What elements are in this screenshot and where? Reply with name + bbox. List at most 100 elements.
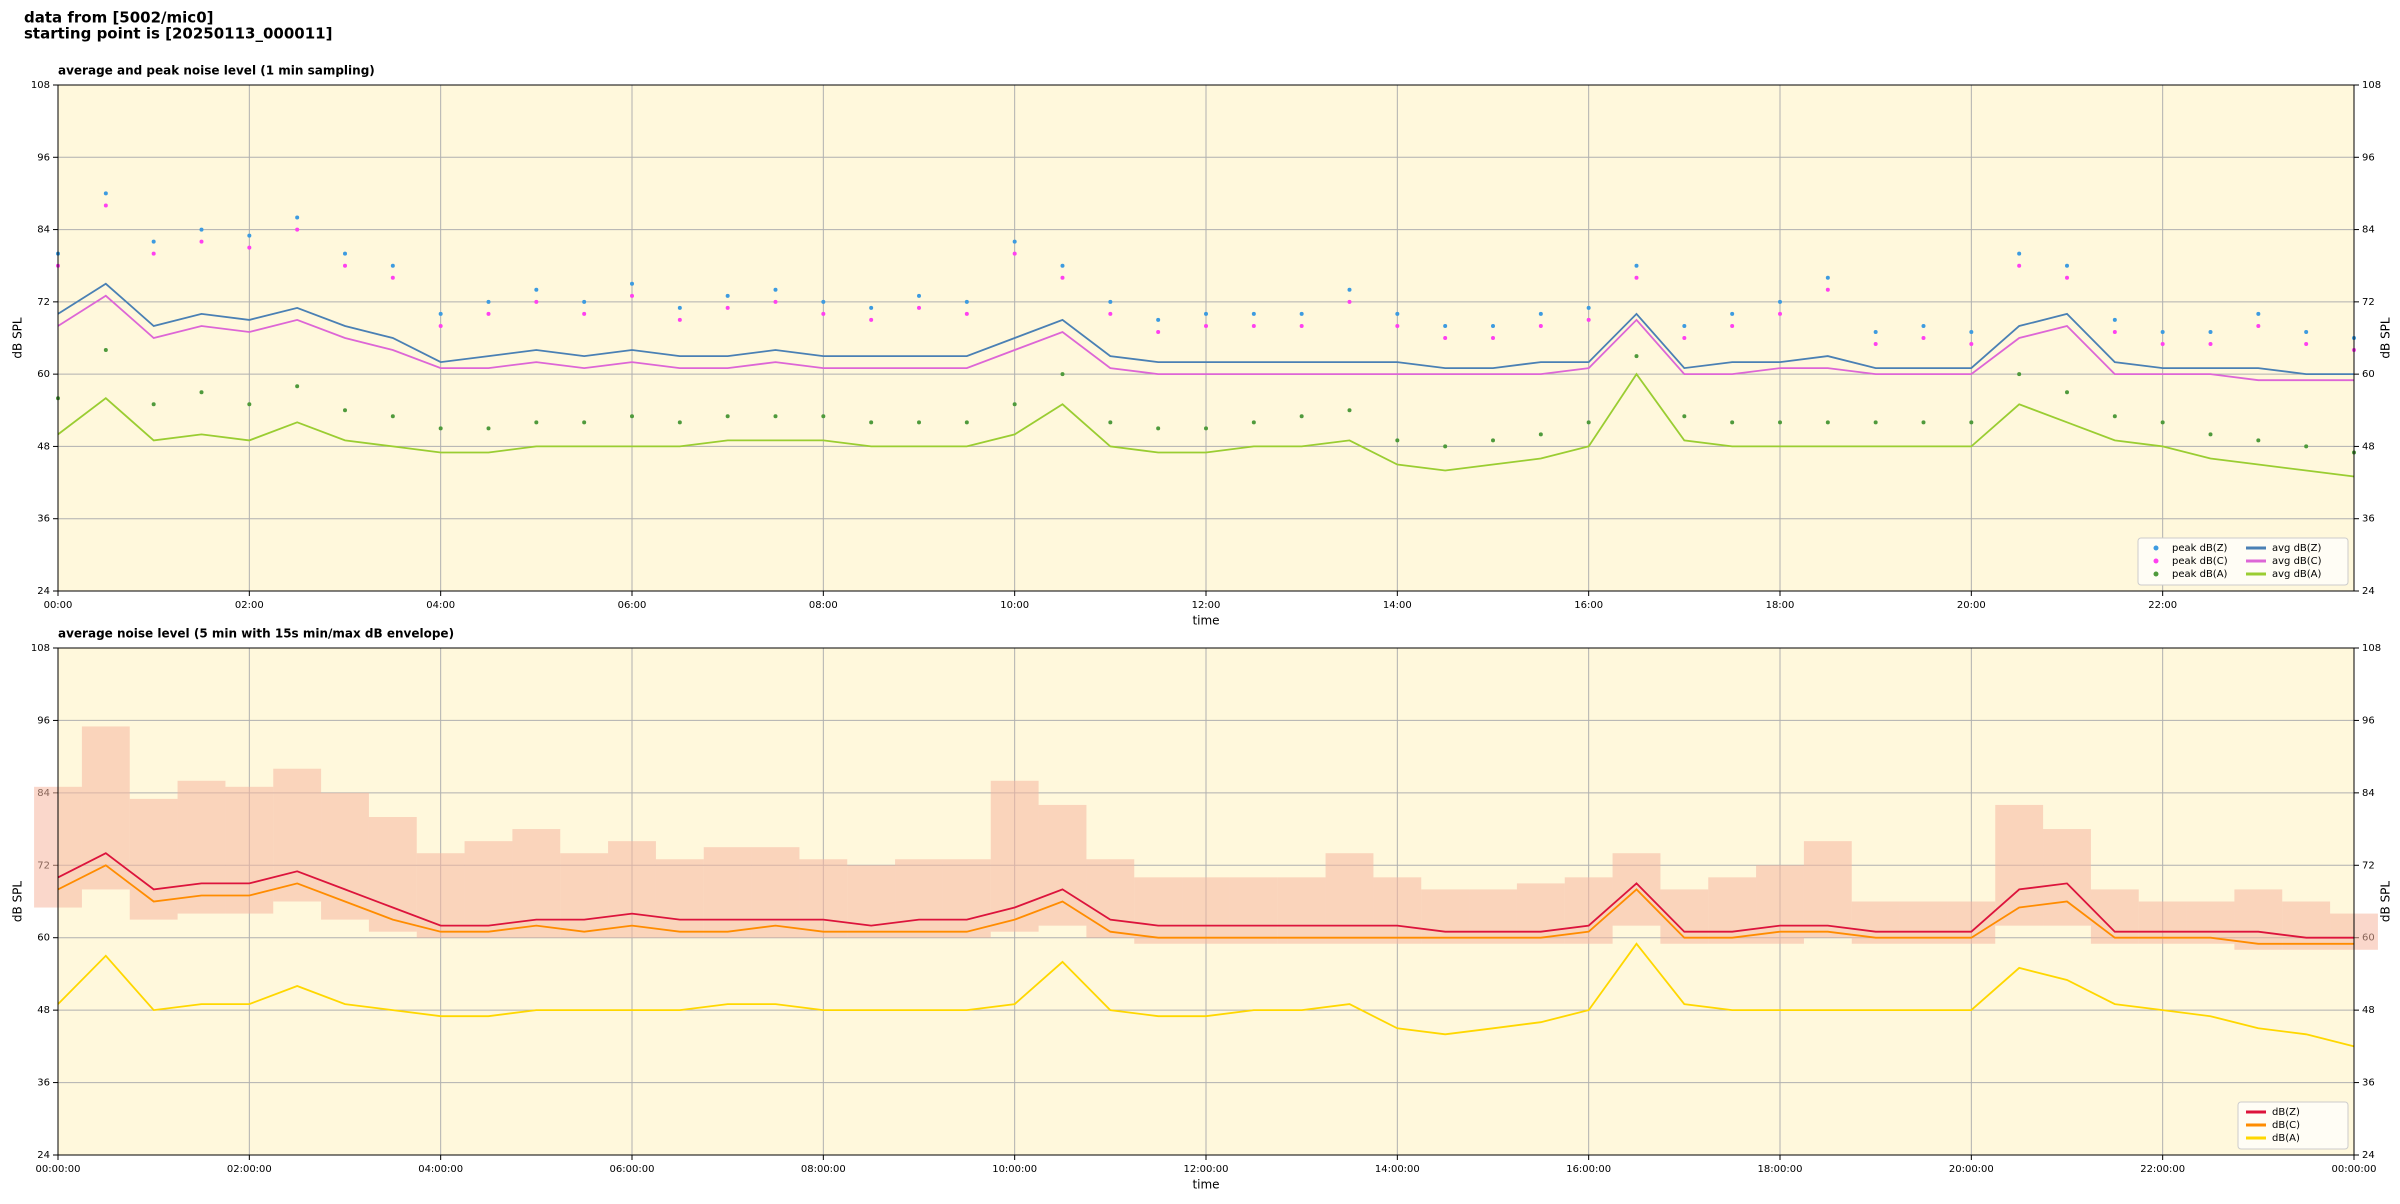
peak-marker [2208,432,2213,437]
data-line [57,282,2354,375]
peak-marker [1395,323,1400,328]
peak-marker [1969,420,1974,425]
peak-marker [103,348,108,353]
y2-tick-label: 108 [2362,643,2381,654]
x-tick-label: 16:00 [1574,600,1603,611]
peak-marker [247,402,252,407]
peak-marker [438,426,443,431]
legend-label: avg dB(Z) [2272,543,2322,554]
peak-marker [630,293,634,298]
x-axis-label: time [1192,1178,1219,1192]
peak-marker [1682,336,1687,340]
peak-marker [1299,414,1304,419]
peak-marker [1443,444,1448,449]
x-tick-label: 04:00 [426,600,455,611]
envelope-band [1086,859,1135,938]
legend-label: peak dB(C) [2172,556,2228,567]
peak-marker [725,293,730,298]
legend-marker [2153,571,2159,577]
peak-marker [438,311,443,316]
peak-marker [582,311,587,316]
data-line [57,852,2354,939]
peak-marker [2256,323,2261,328]
y-tick-label: 48 [37,1005,50,1016]
peak-marker [199,227,204,232]
envelope-band [1899,901,1948,944]
y-tick-label: 24 [37,1150,50,1161]
y2-tick-label: 72 [2362,860,2375,871]
peak-marker [1969,342,1974,347]
y-tick-label: 36 [37,514,50,525]
envelope-band [464,841,513,938]
peak-marker [1012,402,1017,407]
x-tick-label: 20:00 [1957,600,1986,611]
peak-marker [2208,342,2213,347]
peak-marker [343,251,347,256]
peak-marker [1682,323,1687,328]
peak-marker [390,275,395,280]
peak-marker [2304,329,2309,334]
peak-marker [103,191,108,196]
envelope-band [2090,889,2139,944]
envelope-band [1182,877,1230,944]
peak-marker [1921,336,1926,340]
peak-marker [247,233,252,238]
x-tick-label: 08:00:00 [801,1164,846,1175]
peak-marker [2160,342,2165,347]
peak-marker [1299,311,1304,316]
envelope-band [1708,877,1757,944]
peak-marker [2112,329,2117,334]
x-tick-label: 22:00:00 [2140,1164,2185,1175]
peak-marker [677,305,682,310]
y2-tick-label: 60 [2362,369,2375,380]
peak-marker [1060,263,1065,268]
peak-marker [438,323,443,328]
peak-marker [1873,329,1878,334]
peak-marker [1873,420,1878,425]
peak-marker [1586,305,1591,310]
peak-marker [2160,329,2165,334]
peak-marker [964,420,969,425]
legend-label: dB(Z) [2272,1107,2300,1118]
peak-marker [1634,275,1639,280]
y-tick-label: 60 [37,369,50,380]
envelope-band [1803,841,1852,938]
data-line [57,864,2354,945]
peak-marker [2208,329,2213,334]
y-tick-label: 48 [37,441,50,452]
peak-marker [1538,311,1543,316]
peak-marker [1921,420,1926,425]
x-tick-label: 10:00 [1000,600,1029,611]
peak-marker [295,384,300,389]
y-tick-label: 36 [37,1078,50,1089]
peak-marker [1730,311,1735,316]
peak-marker [964,311,969,316]
envelope-band [751,847,800,938]
x-tick-label: 14:00:00 [1375,1164,1420,1175]
peak-marker [869,317,874,322]
peak-marker [2017,251,2022,256]
legend-label: dB(A) [2272,1133,2300,1144]
peak-marker [677,317,682,322]
x-tick-label: 06:00 [618,600,647,611]
peak-marker [1204,323,1208,328]
x-tick-label: 02:00 [235,600,264,611]
peak-marker [964,299,969,304]
peak-marker [2112,317,2117,322]
envelope-band [2186,901,2235,944]
y-tick-label: 96 [37,715,50,726]
envelope-band [225,786,274,914]
peak-marker [199,390,204,395]
peak-marker [2160,420,2165,425]
plot-frame [57,84,2355,592]
peak-marker [1251,311,1256,316]
envelope-band [799,859,848,938]
peak-marker [773,299,778,304]
peak-marker [2112,414,2117,419]
peak-marker [1156,426,1161,431]
peak-marker [486,426,491,431]
peak-marker [534,299,539,304]
y2-tick-label: 72 [2362,297,2375,308]
peak-marker [103,203,108,208]
peak-marker [1204,311,1208,316]
